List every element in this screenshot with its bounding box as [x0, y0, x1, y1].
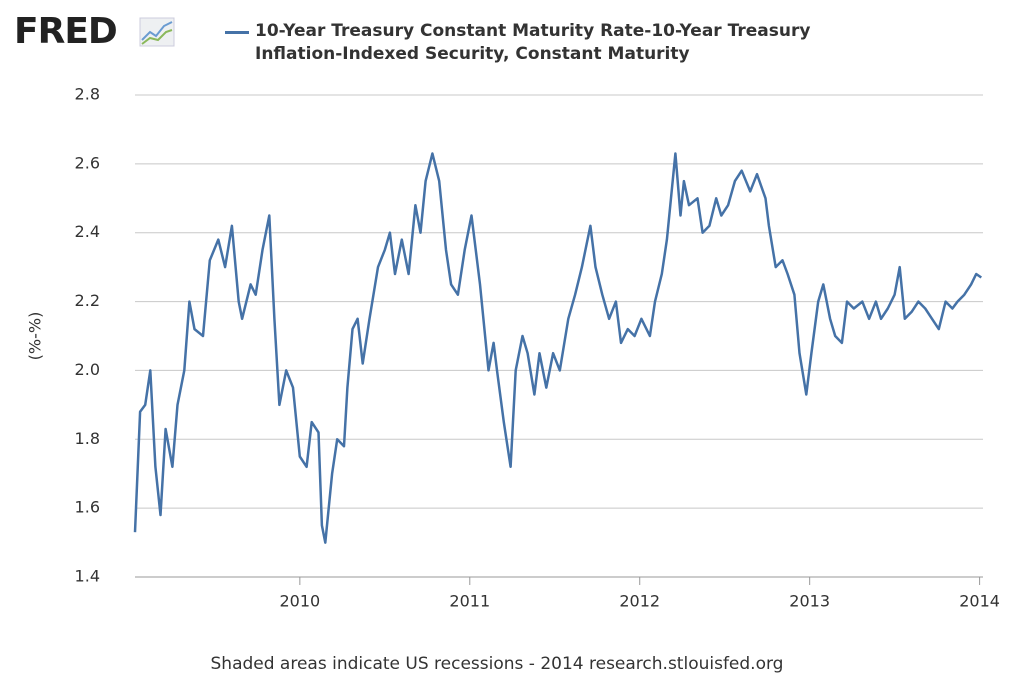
y-tick-label: 2.4	[75, 222, 100, 241]
series-line	[133, 152, 983, 544]
x-tick-label: 2013	[789, 592, 830, 611]
legend-label: 10-Year Treasury Constant Maturity Rate-…	[255, 21, 811, 64]
legend-swatch	[225, 31, 249, 34]
x-tick-label: 2014	[959, 592, 1000, 611]
y-axis-label: (%-%)	[26, 312, 45, 361]
x-tick-label: 2011	[449, 592, 490, 611]
y-tick-label: 2.0	[75, 360, 100, 379]
y-tick-label: 2.8	[75, 85, 100, 104]
x-tick-label: 2010	[279, 592, 320, 611]
y-tick-label: 1.4	[75, 567, 100, 586]
y-tick-label: 1.6	[75, 498, 100, 517]
x-tick-label: 2012	[619, 592, 660, 611]
y-tick-label: 2.6	[75, 153, 100, 172]
y-tick-label: 1.8	[75, 429, 100, 448]
footnote: Shaded areas indicate US recessions - 20…	[211, 654, 784, 674]
logo: FRED	[14, 11, 117, 52]
y-tick-label: 2.2	[75, 291, 100, 310]
logo-icon	[139, 17, 175, 47]
